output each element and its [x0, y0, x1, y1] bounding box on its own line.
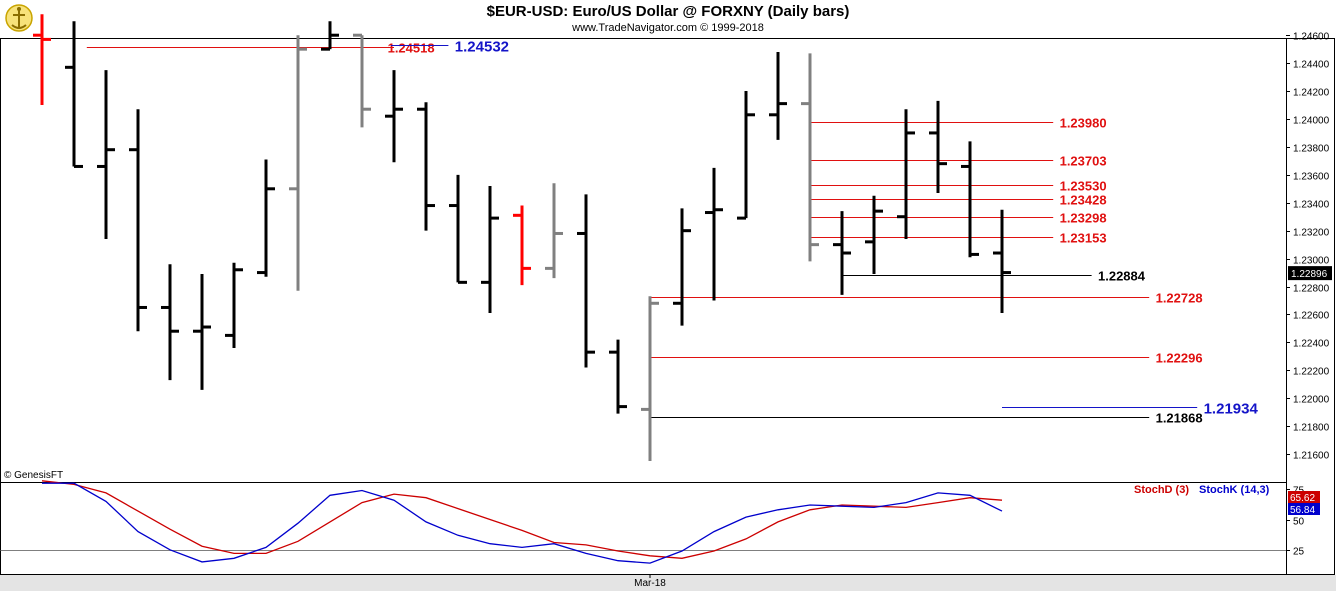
stoch-readout-label: 56.84 — [1290, 505, 1315, 516]
stoch-legend-k: StochK (14,3) — [1199, 484, 1270, 496]
chart-title: $EUR-USD: Euro/US Dollar @ FORXNY (Daily… — [486, 3, 850, 20]
ohlc-bar — [193, 273, 211, 390]
ohlc-bars — [33, 14, 1011, 462]
chart-annotations: © GenesisFT Mar-18 — [4, 470, 666, 589]
price-tick-label: 1.22400 — [1293, 339, 1330, 350]
ohlc-bar — [353, 33, 371, 128]
price-level-label: 1.23703 — [1060, 154, 1107, 169]
price-tick-label: 1.22200 — [1293, 367, 1330, 378]
ohlc-bar — [161, 264, 179, 381]
price-tick-label: 1.24000 — [1293, 116, 1330, 127]
price-level-label: 1.24532 — [455, 39, 509, 56]
stoch-legend-d: StochD (3) — [1134, 484, 1189, 496]
ohlc-bar — [449, 174, 467, 284]
price-axis: 1.24600 1.24400 1.24200 1.24000 1.23800 1.236… — [1286, 32, 1332, 462]
ohlc-bar — [897, 109, 915, 240]
price-tick-label: 1.23600 — [1293, 172, 1330, 183]
ohlc-bar — [417, 102, 435, 231]
price-level-label: 1.23980 — [1060, 116, 1107, 131]
stoch-readout-badge — [1288, 503, 1320, 515]
price-tick-label: 1.21600 — [1293, 451, 1330, 462]
price-level-label: 1.23530 — [1060, 179, 1107, 194]
ohlc-bar — [257, 159, 275, 277]
axis-strip — [1286, 38, 1335, 575]
price-plot-area — [0, 38, 1287, 483]
ohlc-bar — [641, 296, 659, 462]
copyright-label: © GenesisFT — [4, 470, 63, 481]
stoch-tick-label: 50 — [1293, 517, 1305, 528]
ohlc-bar — [961, 141, 979, 258]
plot-frames — [0, 38, 1336, 591]
last-price-label: 1.22896 — [1291, 269, 1328, 280]
last-price-badge — [1288, 266, 1332, 281]
price-level-label: 1.22728 — [1156, 291, 1203, 306]
stoch-series-line — [42, 482, 1003, 564]
ohlc-bar — [65, 21, 83, 168]
price-level-label: 1.23153 — [1060, 231, 1107, 246]
price-tick-label: 1.21800 — [1293, 423, 1330, 434]
price-level-label: 1.22296 — [1156, 351, 1203, 366]
price-levels: 1.24518 1.24532 1.23980 1.23703 1.235301.234… — [86, 39, 1259, 426]
price-level-label: 1.21868 — [1156, 411, 1203, 426]
price-level-label: 1.24518 — [388, 41, 435, 56]
stoch-series-line — [41, 480, 1003, 559]
ohlc-bar — [545, 183, 563, 279]
price-tick-label: 1.24200 — [1293, 88, 1330, 99]
price-tick-label: 1.22800 — [1293, 284, 1330, 295]
ohlc-bar — [97, 70, 115, 240]
price-tick-label: 1.23200 — [1293, 228, 1330, 239]
price-tick-label: 1.22600 — [1293, 311, 1330, 322]
price-tick-label: 1.23800 — [1293, 144, 1330, 155]
ohlc-bar — [609, 339, 627, 414]
stoch-tick-label: 25 — [1293, 547, 1305, 558]
stoch-readout-label: 65.62 — [1290, 493, 1315, 504]
ohlc-bar — [737, 91, 755, 220]
ohlc-bar — [385, 70, 403, 163]
ohlc-bar — [865, 195, 883, 274]
chart-subtitle: www.TradeNavigator.com © 1999-2018 — [572, 22, 764, 34]
ohlc-bar — [705, 167, 723, 301]
ohlc-bar — [513, 205, 531, 286]
ohlc-bar — [577, 194, 595, 368]
ohlc-bar — [801, 53, 819, 262]
ohlc-bar — [289, 35, 307, 291]
chart-header: $EUR-USD: Euro/US Dollar @ FORXNY (Daily… — [0, 0, 1336, 38]
ohlc-bar — [33, 14, 51, 106]
ohlc-bar — [225, 262, 243, 348]
ohlc-bar — [769, 51, 787, 140]
ohlc-bar — [833, 211, 851, 295]
ohlc-bar — [673, 208, 691, 326]
price-tick-label: 1.23400 — [1293, 200, 1330, 211]
price-level-label: 1.23298 — [1060, 211, 1107, 226]
time-axis-strip — [0, 575, 1336, 591]
time-tick-label: Mar-18 — [634, 578, 666, 589]
ohlc-bar — [929, 100, 947, 193]
ohlc-bar — [129, 109, 147, 332]
ohlc-bar — [481, 186, 499, 314]
price-tick-label: 1.24400 — [1293, 60, 1330, 71]
tradenavigator-logo-icon — [5, 4, 33, 32]
stochastic-plot-area — [0, 482, 1287, 575]
price-tick-label: 1.23000 — [1293, 256, 1330, 267]
price-tick-label: 1.22000 — [1293, 395, 1330, 406]
stoch-readout-badge — [1288, 491, 1320, 503]
price-level-label: 1.22884 — [1098, 269, 1146, 284]
price-level-label: 1.23428 — [1060, 193, 1107, 208]
ohlc-bar — [321, 21, 339, 51]
price-level-label: 1.21934 — [1204, 401, 1259, 418]
ohlc-bar — [993, 209, 1011, 314]
price-tick-label: 1.24600 — [1293, 32, 1330, 43]
